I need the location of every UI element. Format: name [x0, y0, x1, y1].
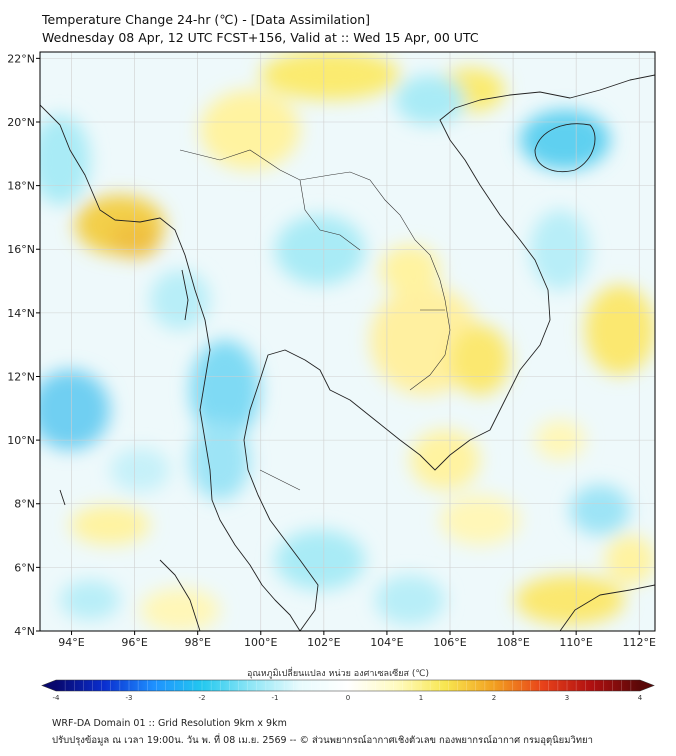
- colorbar-gradient: [56, 680, 640, 691]
- colorbar-title: อุณหภูมิเปลี่ยนแปลง หน่วย องศาเซลเซียส (…: [246, 669, 430, 679]
- lon-tick-label: 96°E: [121, 636, 147, 649]
- colorbar-tick-label: -1: [272, 694, 279, 702]
- colorbar-outline: [41, 679, 655, 692]
- latitude-labels: 22°N 20°N 18°N 16°N 14°N 12°N 10°N 8°N 6°N 4°N: [7, 52, 40, 638]
- footer-line-1: WRF-DA Domain 01 :: Grid Resolution 9km …: [52, 718, 287, 729]
- coastlines: [40, 74, 655, 631]
- map-subtitle: Wednesday 08 Apr, 12 UTC FCST+156, Valid…: [42, 30, 479, 45]
- colorbar: -4 -3 -2 -1 0 1 2 3 4: [41, 679, 655, 702]
- colorbar-tick-label: -4: [53, 694, 61, 702]
- lat-tick-label: 22°N: [7, 52, 35, 65]
- lat-tick-label: 6°N: [14, 561, 35, 574]
- country-borders: [179, 149, 451, 491]
- lon-tick-label: 94°E: [58, 636, 84, 649]
- lat-tick-label: 16°N: [7, 243, 35, 256]
- colorbar-tick-label: 0: [346, 694, 350, 702]
- colorbar-tick-label: 1: [419, 694, 423, 702]
- lat-tick-label: 20°N: [7, 116, 35, 129]
- longitude-labels: 94°E 96°E 98°E 100°E 102°E 104°E 106°E 108°E 110…: [58, 631, 656, 649]
- lat-tick-label: 12°N: [7, 370, 35, 383]
- colorbar-max-extend: [640, 680, 654, 691]
- map-title: Temperature Change 24-hr (℃) - [Data Ass…: [42, 12, 371, 27]
- colorbar-tick-label: 3: [565, 694, 569, 702]
- lon-tick-label: 104°E: [370, 636, 403, 649]
- temperature-field: [40, 52, 655, 631]
- lon-tick-label: 98°E: [184, 636, 210, 649]
- map-plot-area: [40, 52, 655, 631]
- footer-line-2: ปรับปรุงข้อมูล ณ เวลา 19:00น. วัน พ. ที่…: [52, 735, 593, 746]
- lat-tick-label: 14°N: [7, 307, 35, 320]
- lon-tick-label: 102°E: [307, 636, 340, 649]
- colorbar-min-extend: [42, 680, 56, 691]
- lon-tick-label: 106°E: [433, 636, 466, 649]
- colorbar-tick-label: -3: [126, 694, 133, 702]
- lat-tick-label: 4°N: [14, 625, 35, 638]
- lat-tick-label: 8°N: [14, 498, 35, 511]
- colorbar-tick-label: -2: [199, 694, 206, 702]
- lat-tick-label: 10°N: [7, 434, 35, 447]
- map-frame: [39, 51, 656, 632]
- colorbar-tick-label: 4: [638, 694, 643, 702]
- lon-tick-label: 100°E: [244, 636, 277, 649]
- colorbar-tick-label: 2: [492, 694, 496, 702]
- lon-tick-label: 112°E: [623, 636, 656, 649]
- lon-tick-label: 110°E: [559, 636, 592, 649]
- lon-tick-label: 108°E: [496, 636, 529, 649]
- lat-tick-label: 18°N: [7, 180, 35, 193]
- graticule: [40, 52, 655, 631]
